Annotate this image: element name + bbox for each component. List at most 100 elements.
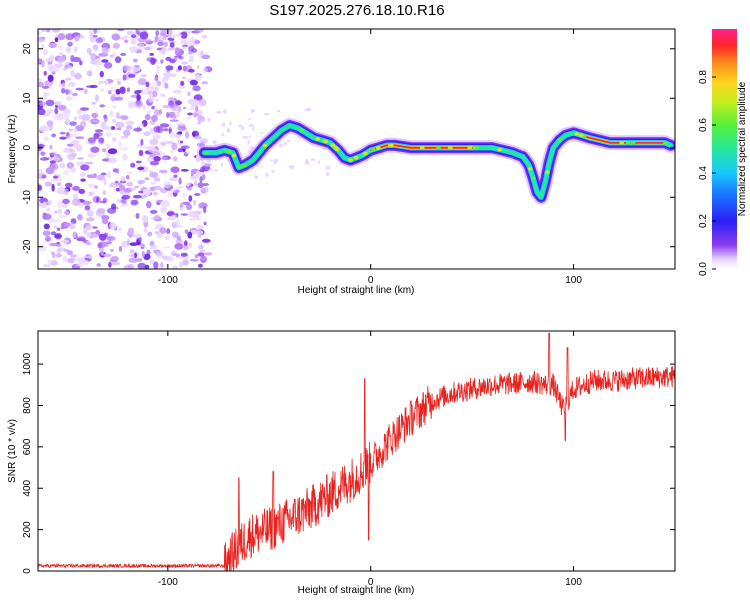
noise-speckle bbox=[130, 199, 136, 206]
noise-speckle bbox=[149, 93, 154, 98]
noise-speckle bbox=[92, 44, 99, 51]
noise-speckle bbox=[88, 191, 92, 197]
noise-speckle bbox=[43, 70, 47, 76]
x-tick-label: -100 bbox=[158, 275, 178, 286]
y-tick-label: 800 bbox=[22, 397, 33, 414]
noise-speckle bbox=[65, 47, 72, 53]
noise-speckle bbox=[180, 31, 188, 39]
noise-speckle bbox=[95, 55, 100, 59]
noise-speckle bbox=[147, 231, 153, 237]
noise-speckle bbox=[47, 74, 54, 83]
noise-speckle bbox=[63, 249, 70, 252]
noise-speckle bbox=[68, 91, 74, 95]
noise-speckle bbox=[86, 70, 92, 77]
noise-speckle bbox=[180, 145, 190, 150]
noise-speckle bbox=[75, 263, 85, 267]
spectrogram-x-label: Height of straight line (km) bbox=[298, 285, 415, 296]
noise-speckle bbox=[38, 81, 45, 88]
noise-speckle bbox=[101, 218, 109, 225]
noise-speckle bbox=[146, 57, 155, 63]
noise-speckle bbox=[83, 255, 90, 258]
noise-speckle bbox=[189, 258, 199, 262]
noise-speckle bbox=[160, 141, 167, 147]
noise-speckle bbox=[325, 165, 332, 170]
noise-speckle bbox=[38, 202, 44, 207]
noise-speckle bbox=[115, 115, 123, 119]
noise-speckle bbox=[40, 151, 46, 156]
noise-speckle bbox=[62, 82, 66, 88]
noise-speckle bbox=[170, 214, 178, 221]
noise-speckle bbox=[304, 161, 310, 166]
noise-speckle bbox=[86, 174, 96, 179]
noise-speckle bbox=[182, 46, 187, 50]
noise-speckle bbox=[122, 74, 127, 81]
noise-speckle bbox=[171, 142, 178, 151]
noise-speckle bbox=[175, 134, 182, 138]
noise-speckle bbox=[149, 171, 159, 178]
noise-speckle bbox=[126, 181, 134, 187]
noise-speckle bbox=[273, 158, 279, 163]
noise-speckle bbox=[248, 124, 255, 128]
noise-speckle bbox=[161, 200, 170, 208]
noise-speckle bbox=[44, 181, 53, 187]
ridge-knot bbox=[370, 147, 376, 152]
noise-speckle bbox=[190, 230, 197, 234]
noise-speckle bbox=[99, 70, 105, 78]
noise-speckle bbox=[175, 220, 180, 228]
noise-speckle bbox=[128, 254, 135, 257]
noise-speckle bbox=[170, 149, 175, 154]
noise-speckle bbox=[132, 233, 142, 238]
ridge-knot bbox=[262, 143, 268, 148]
noise-speckle bbox=[54, 105, 59, 108]
noise-speckle bbox=[106, 144, 111, 150]
noise-speckle bbox=[90, 233, 99, 239]
noise-speckle bbox=[102, 190, 106, 196]
noise-speckle bbox=[103, 253, 112, 258]
noise-speckle bbox=[89, 32, 94, 39]
noise-speckle bbox=[173, 55, 178, 62]
noise-speckle bbox=[175, 100, 183, 106]
ridge-knot bbox=[353, 156, 359, 160]
noise-speckle bbox=[73, 46, 78, 53]
noise-speckle bbox=[39, 125, 49, 133]
y-tick-label: 400 bbox=[22, 479, 33, 496]
noise-speckle bbox=[194, 135, 202, 140]
noise-speckle bbox=[190, 105, 195, 111]
noise-speckle bbox=[41, 85, 50, 89]
noise-speckle bbox=[182, 106, 187, 110]
noise-speckle bbox=[200, 171, 204, 176]
noise-speckle bbox=[154, 231, 160, 235]
noise-speckle bbox=[177, 125, 187, 131]
noise-speckle bbox=[91, 112, 98, 119]
spectrogram-x-ticks: -100 0 100 bbox=[158, 29, 582, 286]
noise-speckle bbox=[93, 29, 97, 34]
noise-speckle bbox=[38, 108, 46, 116]
noise-speckle bbox=[52, 156, 61, 161]
noise-speckle bbox=[201, 34, 208, 39]
noise-speckle bbox=[100, 88, 104, 92]
noise-speckle bbox=[199, 169, 204, 173]
noise-speckle bbox=[270, 159, 274, 162]
noise-speckle bbox=[159, 49, 167, 55]
noise-speckle bbox=[59, 136, 67, 140]
noise-speckle bbox=[85, 240, 90, 245]
noise-speckle bbox=[194, 40, 201, 44]
snr-x-label: Height of straight line (km) bbox=[298, 585, 415, 596]
ridge-knot bbox=[625, 141, 631, 145]
ridge-knot bbox=[231, 153, 237, 158]
noise-speckle bbox=[58, 52, 64, 55]
noise-speckle bbox=[254, 175, 259, 179]
noise-speckle bbox=[108, 261, 112, 268]
noise-speckle bbox=[54, 210, 58, 214]
noise-speckle bbox=[186, 116, 191, 120]
noise-speckle bbox=[159, 29, 167, 33]
noise-speckle bbox=[153, 109, 161, 116]
noise-speckle bbox=[177, 186, 185, 189]
noise-speckle bbox=[194, 112, 200, 117]
noise-speckle bbox=[67, 41, 73, 47]
colorbar-tick-label: 0.2 bbox=[698, 214, 709, 228]
noise-speckle bbox=[94, 94, 99, 102]
noise-speckle bbox=[101, 59, 109, 63]
noise-speckle bbox=[229, 121, 232, 126]
noise-speckle bbox=[162, 34, 167, 41]
